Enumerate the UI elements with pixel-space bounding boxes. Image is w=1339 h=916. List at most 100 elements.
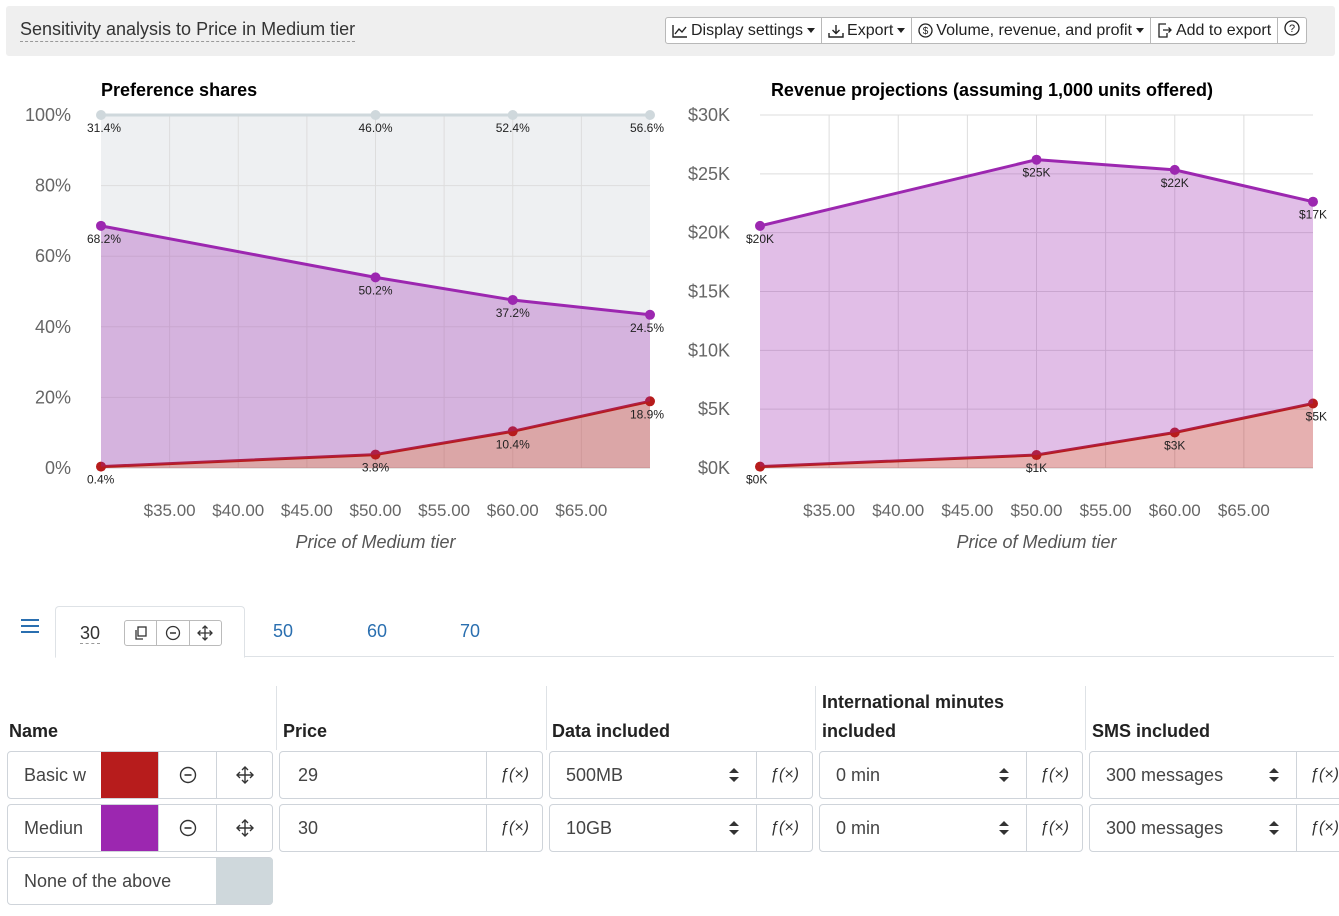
price-input[interactable]: 30 ƒ(×) bbox=[279, 804, 543, 852]
data-label: 50.2% bbox=[358, 283, 392, 297]
formula-button[interactable]: ƒ(×) bbox=[756, 752, 812, 798]
data-label: $22K bbox=[1161, 176, 1189, 190]
export-button[interactable]: Export bbox=[821, 17, 913, 44]
formula-button[interactable]: ƒ(×) bbox=[1026, 752, 1082, 798]
remove-circle-icon[interactable] bbox=[157, 621, 190, 645]
color-swatch[interactable] bbox=[216, 858, 273, 904]
series-line bbox=[759, 402, 1314, 469]
series-area bbox=[101, 401, 650, 468]
data-point bbox=[507, 110, 518, 120]
data-point bbox=[507, 426, 518, 437]
tab-actions bbox=[124, 620, 222, 646]
y-tick-label: $25K bbox=[688, 164, 730, 184]
copy-icon[interactable] bbox=[125, 621, 158, 645]
header-intl-minutes: International minutes included bbox=[822, 688, 1004, 746]
intl-minutes-select[interactable]: 0 min ƒ(×) bbox=[819, 804, 1083, 852]
y-tick-label: 0% bbox=[45, 458, 71, 478]
x-tick-label: $65.00 bbox=[1218, 501, 1270, 520]
tab-active[interactable]: 30 bbox=[55, 606, 245, 658]
y-tick-label: 60% bbox=[35, 246, 71, 266]
product-name-input[interactable]: Basic w bbox=[24, 764, 87, 785]
data-label: 52.4% bbox=[496, 121, 530, 135]
remove-circle-icon bbox=[179, 819, 196, 837]
y-tick-label: $0K bbox=[698, 458, 730, 478]
move-icon bbox=[236, 819, 254, 837]
series-line bbox=[759, 158, 1314, 228]
data-included-value: 500MB bbox=[566, 764, 624, 785]
y-tick-label: 40% bbox=[35, 317, 71, 337]
product-name-input[interactable]: Mediun bbox=[24, 817, 84, 838]
move-icon[interactable] bbox=[190, 621, 221, 645]
chart-title: Preference shares bbox=[101, 80, 257, 100]
tab-70[interactable]: 70 bbox=[460, 621, 481, 641]
page-title[interactable]: Sensitivity analysis to Price in Medium … bbox=[20, 19, 356, 42]
color-swatch[interactable] bbox=[101, 752, 158, 798]
help-button[interactable]: ? bbox=[1277, 17, 1308, 44]
data-point bbox=[96, 220, 106, 231]
svg-text:?: ? bbox=[1289, 23, 1295, 35]
add-to-export-button[interactable]: Add to export bbox=[1149, 17, 1279, 44]
remove-row-button[interactable] bbox=[158, 752, 216, 798]
intl-minutes-select[interactable]: 0 min ƒ(×) bbox=[819, 751, 1083, 799]
column-divider bbox=[276, 686, 277, 750]
header-intl-line2: included bbox=[822, 721, 897, 741]
sms-included-select[interactable]: 300 messages ƒ(×) bbox=[1089, 804, 1339, 852]
help-icon: ? bbox=[1284, 20, 1300, 41]
color-swatch[interactable] bbox=[101, 805, 158, 851]
line-chart-icon bbox=[672, 24, 688, 38]
price-value: 29 bbox=[298, 764, 319, 785]
move-row-button[interactable] bbox=[216, 752, 273, 798]
select-arrows-icon bbox=[729, 768, 739, 782]
series-area bbox=[101, 225, 650, 467]
x-tick-label: $50.00 bbox=[350, 501, 402, 520]
display-settings-button[interactable]: Display settings bbox=[665, 17, 823, 44]
data-point bbox=[370, 110, 381, 120]
y-tick-label: $10K bbox=[688, 340, 730, 360]
tab-50[interactable]: 50 bbox=[273, 621, 294, 641]
data-label: $3K bbox=[1164, 439, 1185, 453]
data-point bbox=[645, 396, 655, 407]
menu-icon[interactable] bbox=[21, 618, 39, 639]
price-input[interactable]: 29 ƒ(×) bbox=[279, 751, 543, 799]
x-tick-label: $45.00 bbox=[281, 501, 333, 520]
preference-shares-chart: Preference shares 0% 20% 40% 60% 80% 100% $35.0… bbox=[25, 80, 664, 552]
volume-revenue-profit-button[interactable]: $ Volume, revenue, and profit bbox=[911, 17, 1151, 44]
column-divider bbox=[1085, 686, 1086, 750]
x-tick-label: $55.00 bbox=[1080, 501, 1132, 520]
formula-button[interactable]: ƒ(×) bbox=[1026, 805, 1082, 851]
select-arrows-icon bbox=[1269, 821, 1279, 835]
data-included-select[interactable]: 500MB ƒ(×) bbox=[549, 751, 813, 799]
data-point bbox=[645, 309, 655, 320]
x-tick-label: $65.00 bbox=[555, 501, 607, 520]
formula-button[interactable]: ƒ(×) bbox=[756, 805, 812, 851]
sms-included-select[interactable]: 300 messages ƒ(×) bbox=[1089, 751, 1339, 799]
data-included-select[interactable]: 10GB ƒ(×) bbox=[549, 804, 813, 852]
remove-row-button[interactable] bbox=[158, 805, 216, 851]
formula-button[interactable]: ƒ(×) bbox=[486, 805, 542, 851]
x-tick-label: $40.00 bbox=[212, 501, 264, 520]
data-point bbox=[1031, 450, 1042, 461]
x-tick-label: $35.00 bbox=[144, 501, 196, 520]
x-axis-label: Price of Medium tier bbox=[956, 532, 1117, 552]
sms-included-value: 300 messages bbox=[1106, 817, 1224, 838]
formula-button[interactable]: ƒ(×) bbox=[1296, 752, 1339, 798]
intl-minutes-value: 0 min bbox=[836, 764, 881, 785]
data-point bbox=[645, 110, 655, 120]
move-row-button[interactable] bbox=[216, 805, 273, 851]
data-label: 37.2% bbox=[496, 306, 530, 320]
formula-button[interactable]: ƒ(×) bbox=[486, 752, 542, 798]
x-tick-label: $55.00 bbox=[418, 501, 470, 520]
formula-button[interactable]: ƒ(×) bbox=[1296, 805, 1339, 851]
y-tick-label: $15K bbox=[688, 282, 730, 302]
x-tick-label: $40.00 bbox=[872, 501, 924, 520]
tab-60[interactable]: 60 bbox=[367, 621, 388, 641]
revenue-projections-chart: Revenue projections (assuming 1,000 unit… bbox=[688, 80, 1327, 552]
header-name: Name bbox=[9, 721, 59, 741]
y-tick-label: $20K bbox=[688, 223, 730, 243]
chart-title: Revenue projections (assuming 1,000 unit… bbox=[771, 80, 1213, 100]
tab-active-label[interactable]: 30 bbox=[80, 623, 101, 644]
y-tick-label: $30K bbox=[688, 105, 730, 125]
product-name-cell: Mediun bbox=[7, 804, 273, 852]
data-point bbox=[370, 449, 381, 460]
caret-down-icon bbox=[1135, 28, 1144, 33]
